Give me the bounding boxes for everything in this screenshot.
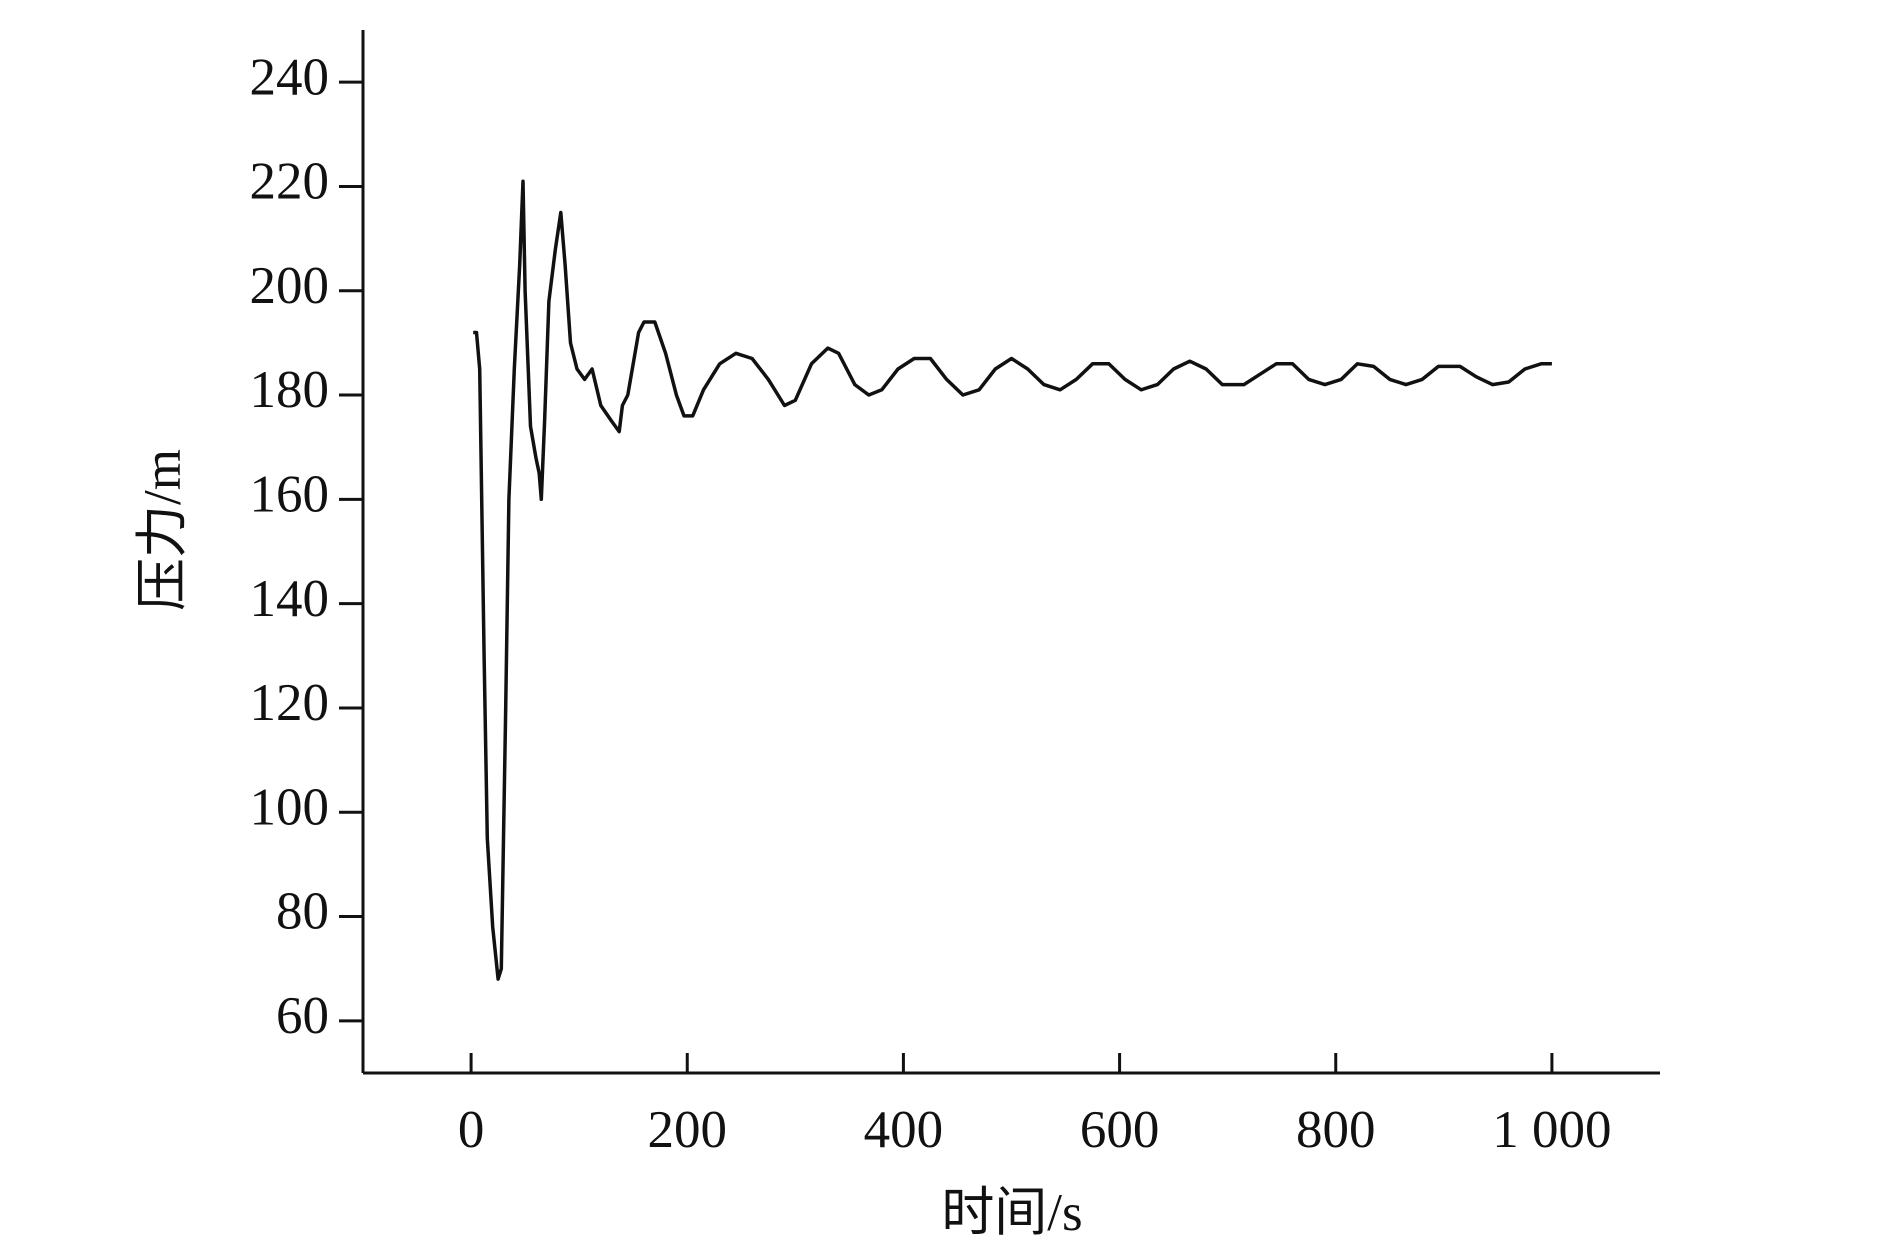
y-tick-label: 60 xyxy=(276,987,329,1045)
y-tick-label: 200 xyxy=(250,257,330,315)
x-tick-label: 200 xyxy=(648,1101,728,1159)
y-tick-label: 240 xyxy=(250,48,330,106)
x-tick-label: 400 xyxy=(864,1101,944,1159)
y-tick-label: 180 xyxy=(250,361,330,419)
y-tick-label: 100 xyxy=(250,778,330,836)
y-tick-label: 80 xyxy=(276,883,329,941)
x-tick-label: 800 xyxy=(1296,1101,1376,1159)
x-tick-label: 600 xyxy=(1080,1101,1160,1159)
x-tick-label: 0 xyxy=(458,1101,485,1159)
x-axis-label: 时间/s xyxy=(941,1184,1082,1242)
y-tick-label: 120 xyxy=(250,674,330,732)
x-tick-label: 1 000 xyxy=(1492,1101,1611,1159)
y-tick-label: 220 xyxy=(250,153,330,211)
y-tick-label: 160 xyxy=(250,466,330,524)
series-line xyxy=(473,179,1552,981)
y-tick-label: 140 xyxy=(250,570,330,628)
y-axis-label: 压力/m xyxy=(134,449,192,611)
